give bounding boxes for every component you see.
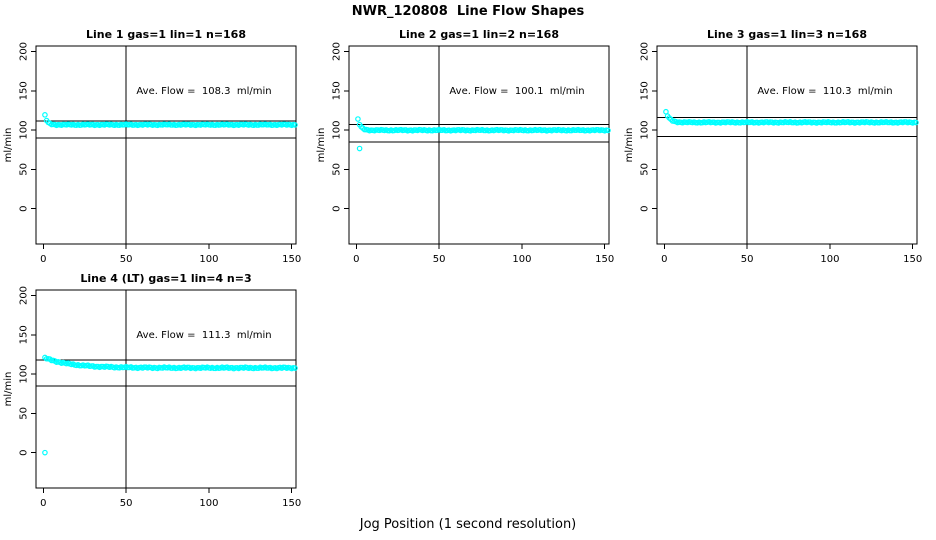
panel-1-plot-area: 0 50 100 150 0 50 100 150 200 <box>19 42 302 265</box>
panel-1-title: Line 1 gas=1 lin=1 n=168 <box>85 28 246 41</box>
svg-text:0: 0 <box>640 205 651 211</box>
svg-text:0: 0 <box>19 449 30 455</box>
svg-text:100: 100 <box>640 121 651 140</box>
svg-text:150: 150 <box>19 325 30 344</box>
panel-3-plot-area: 0 50 100 150 0 50 100 150 200 <box>640 42 923 265</box>
panel-3-title: Line 3 gas=1 lin=3 n=168 <box>706 28 867 41</box>
svg-text:0: 0 <box>353 254 359 265</box>
svg-text:50: 50 <box>120 498 133 509</box>
svg-text:0: 0 <box>19 205 30 211</box>
svg-text:100: 100 <box>19 121 30 140</box>
svg-text:150: 150 <box>282 498 301 509</box>
svg-text:100: 100 <box>19 365 30 384</box>
panel-4-plot-area: 0 50 100 150 0 50 100 150 200 <box>19 286 302 509</box>
svg-text:150: 150 <box>595 254 614 265</box>
panel-2-ave-flow-annotation: Ave. Flow = 100.1 ml/min <box>449 86 585 97</box>
svg-text:100: 100 <box>820 254 839 265</box>
svg-text:50: 50 <box>19 407 30 420</box>
svg-text:150: 150 <box>903 254 922 265</box>
svg-text:0: 0 <box>40 254 46 265</box>
svg-text:50: 50 <box>120 254 133 265</box>
panel-2-plot-area: 0 50 100 150 0 50 100 150 200 <box>332 42 615 265</box>
svg-text:200: 200 <box>332 42 343 61</box>
svg-text:150: 150 <box>19 81 30 100</box>
svg-text:50: 50 <box>741 254 754 265</box>
panel-1-ave-flow-annotation: Ave. Flow = 108.3 ml/min <box>136 86 272 97</box>
svg-text:150: 150 <box>332 81 343 100</box>
svg-text:150: 150 <box>282 254 301 265</box>
svg-text:100: 100 <box>332 121 343 140</box>
svg-text:100: 100 <box>512 254 531 265</box>
panel-4-ave-flow-annotation: Ave. Flow = 111.3 ml/min <box>136 330 272 341</box>
svg-text:50: 50 <box>433 254 446 265</box>
svg-text:50: 50 <box>640 163 651 176</box>
panel-3-ave-flow-annotation: Ave. Flow = 110.3 ml/min <box>757 86 893 97</box>
svg-text:50: 50 <box>19 163 30 176</box>
x-axis-label: Jog Position (1 second resolution) <box>359 517 577 532</box>
svg-text:200: 200 <box>19 286 30 305</box>
panel-4-title: Line 4 (LT) gas=1 lin=4 n=3 <box>80 272 252 285</box>
svg-text:0: 0 <box>332 205 343 211</box>
svg-text:0: 0 <box>661 254 667 265</box>
svg-text:200: 200 <box>640 42 651 61</box>
svg-text:0: 0 <box>40 498 46 509</box>
svg-text:100: 100 <box>199 254 218 265</box>
figure-title: NWR_120808 Line Flow Shapes <box>351 4 585 19</box>
svg-text:200: 200 <box>19 42 30 61</box>
svg-text:50: 50 <box>332 163 343 176</box>
svg-text:100: 100 <box>199 498 218 509</box>
svg-text:150: 150 <box>640 81 651 100</box>
panel-2-title: Line 2 gas=1 lin=2 n=168 <box>398 28 559 41</box>
